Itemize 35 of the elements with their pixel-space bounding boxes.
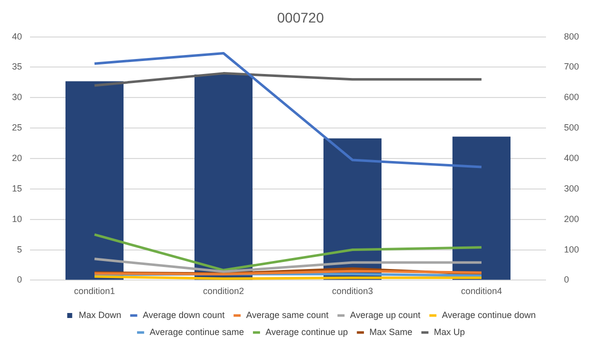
y2-tick-label: 100 (564, 244, 580, 254)
y-tick-label: 20 (12, 152, 22, 163)
legend-label: Max Down (78, 310, 122, 320)
bar (194, 74, 253, 280)
legend-label: Average down count (142, 310, 226, 320)
y-tick-label: 10 (12, 214, 22, 224)
bar (452, 136, 511, 280)
bar (65, 81, 124, 280)
y-tick-label: 40 (12, 31, 22, 42)
x-tick-label: condition3 (332, 286, 374, 296)
y2-tick-label: 300 (564, 183, 580, 194)
y2-tick-label: 200 (564, 214, 580, 224)
legend-label: Average continue same (150, 326, 244, 337)
y2-tick-label: 600 (564, 92, 580, 102)
x-tick-label: condition2 (202, 286, 244, 296)
y-tick-label: 0 (16, 274, 22, 285)
legend-label: Average same count (246, 310, 329, 320)
y2-tick-label: 0 (564, 274, 569, 285)
y2-tick-label: 400 (564, 152, 580, 163)
legend-label: Average continue down (442, 310, 536, 320)
y-tick-label: 30 (12, 92, 22, 102)
legend-label: Max Same (369, 326, 412, 337)
y-tick-label: 15 (12, 183, 22, 194)
x-tick-label: condition4 (460, 286, 502, 296)
y-tick-label: 5 (16, 244, 22, 254)
legend-label: Average continue up (265, 326, 348, 337)
y-tick-label: 25 (12, 122, 22, 133)
x-tick-label: condition1 (74, 286, 116, 296)
y2-tick-label: 800 (564, 31, 580, 42)
legend-label: Average up count (350, 310, 421, 320)
y-tick-label: 35 (12, 62, 22, 72)
chart-title: 000720 (277, 9, 324, 26)
y2-tick-label: 500 (564, 122, 580, 133)
legend-label: Max Up (434, 326, 465, 337)
y2-tick-label: 700 (564, 62, 580, 72)
